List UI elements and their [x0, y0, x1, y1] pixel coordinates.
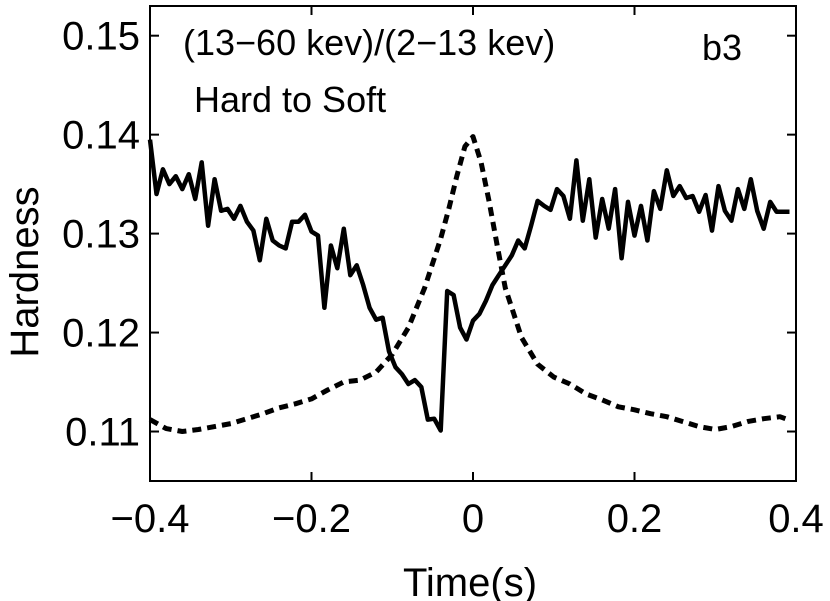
y-tick-label: 0.13 — [62, 213, 140, 257]
x-tick-label: 0.2 — [607, 497, 663, 541]
y-axis-title: Hardness — [3, 186, 47, 357]
annotation-panel: b3 — [702, 27, 742, 68]
plot-frame — [149, 5, 797, 482]
annotation-mode: Hard to Soft — [194, 79, 386, 120]
x-tick-labels: −0.4 −0.2 0 0.2 0.4 — [111, 497, 824, 541]
series-solid-line — [147, 139, 790, 433]
y-tick-labels: 0.11 0.12 0.13 0.14 0.15 — [62, 15, 140, 455]
x-tick-label: −0.2 — [272, 497, 351, 541]
y-tick-label: 0.11 — [65, 411, 140, 455]
series-layer — [147, 134, 790, 434]
y-tick-label: 0.12 — [62, 312, 140, 356]
annotation-ratio: (13−60 kev)/(2−13 kev) — [183, 22, 555, 63]
series-dashed-line — [148, 134, 789, 434]
x-tick-label: 0 — [462, 497, 484, 541]
x-tick-label: 0.4 — [768, 497, 824, 541]
axis-ticks — [149, 6, 797, 481]
x-tick-label: −0.4 — [111, 497, 190, 541]
y-tick-label: 0.15 — [62, 15, 140, 59]
y-tick-label: 0.14 — [62, 114, 140, 158]
x-axis-title: Time(s) — [403, 561, 537, 601]
